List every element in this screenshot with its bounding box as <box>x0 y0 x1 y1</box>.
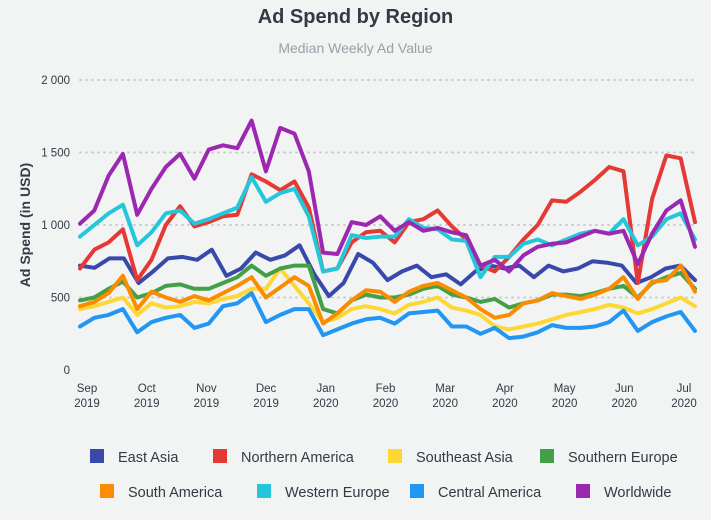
x-tick-label-top: Mar <box>435 383 455 395</box>
y-tick-label: 1 500 <box>41 148 70 160</box>
legend-row-bottom: South America Western Europe Central Ameri… <box>0 484 711 505</box>
x-tick-label-top: May <box>554 383 576 395</box>
x-tick-label-bottom: 2020 <box>671 398 697 410</box>
series-line-southeast-asia <box>78 266 697 332</box>
grid-lines <box>79 79 696 299</box>
x-tick-label-top: Feb <box>376 383 396 395</box>
x-tick-label-top: Oct <box>138 383 157 395</box>
x-tick-label-top: Nov <box>196 383 217 395</box>
legend-item-central-america[interactable]: Central America <box>410 484 542 501</box>
x-axis-ticks: Sep 2019 Oct 2019 Nov 2019 Dec 2019 Jan 2020 Feb 20… <box>74 383 697 410</box>
legend-item-western-europe[interactable]: Western Europe <box>257 484 390 501</box>
legend-label: South America <box>128 485 223 501</box>
x-tick-label-top: Apr <box>496 383 514 395</box>
series-line-worldwide <box>78 118 697 274</box>
legend-label: Western Europe <box>285 485 390 501</box>
legend-swatch <box>540 449 554 464</box>
legend-label: East Asia <box>118 450 179 466</box>
legend-label: Southeast Asia <box>416 450 513 466</box>
legend-item-east-asia[interactable]: East Asia <box>90 449 179 466</box>
series-line-south-america <box>78 263 697 326</box>
legend-swatch <box>213 449 227 464</box>
legend-item-south-america[interactable]: South America <box>100 484 223 501</box>
x-tick-label-bottom: 2019 <box>134 398 160 410</box>
x-tick-label-bottom: 2019 <box>253 398 279 410</box>
x-tick-label-bottom: 2019 <box>74 398 100 410</box>
y-tick-label: 0 <box>64 365 70 377</box>
y-tick-label: 1 000 <box>41 220 70 232</box>
x-tick-label-bottom: 2020 <box>373 398 399 410</box>
series-line-central-america <box>78 291 697 341</box>
legend-swatch <box>90 449 104 464</box>
x-tick-label-bottom: 2020 <box>612 398 638 410</box>
series-lines <box>78 118 697 341</box>
y-axis-ticks: 0 500 1 000 1 500 2 000 <box>41 75 70 377</box>
chart-title: Ad Spend by Region <box>257 6 454 28</box>
legend-swatch <box>388 449 402 464</box>
x-tick-label-bottom: 2019 <box>194 398 220 410</box>
x-tick-label-bottom: 2020 <box>492 398 518 410</box>
legend-swatch <box>410 484 424 499</box>
x-tick-label-top: Jan <box>317 383 336 395</box>
legend-swatch <box>257 484 271 499</box>
legend-label: Northern America <box>241 450 354 466</box>
legend-row-top: East Asia Northern America Southeast Asia S… <box>0 449 711 470</box>
legend-item-northern-america[interactable]: Northern America <box>213 449 354 466</box>
legend-item-southeast-asia[interactable]: Southeast Asia <box>388 449 513 466</box>
legend-swatch <box>100 484 114 499</box>
x-tick-label-top: Sep <box>77 383 97 395</box>
x-tick-label-top: Dec <box>256 383 277 395</box>
x-tick-label-bottom: 2020 <box>552 398 578 410</box>
x-tick-label-bottom: 2020 <box>313 398 339 410</box>
legend-label: Southern Europe <box>568 450 678 466</box>
legend-item-southern-europe[interactable]: Southern Europe <box>540 449 678 466</box>
y-tick-label: 2 000 <box>41 75 70 87</box>
legend-swatch <box>576 484 590 499</box>
x-tick-label-bottom: 2020 <box>432 398 458 410</box>
y-axis-label: Ad Spend (in USD) <box>17 163 33 287</box>
x-tick-label-top: Jun <box>615 383 634 395</box>
series-line-east-asia <box>78 243 697 299</box>
legend-label: Central America <box>438 485 542 501</box>
legend-label: Worldwide <box>604 485 672 501</box>
y-tick-label: 500 <box>51 293 70 305</box>
legend-item-worldwide[interactable]: Worldwide <box>576 484 672 501</box>
x-tick-label-top: Jul <box>677 383 692 395</box>
chart-subtitle: Median Weekly Ad Value <box>278 40 433 56</box>
